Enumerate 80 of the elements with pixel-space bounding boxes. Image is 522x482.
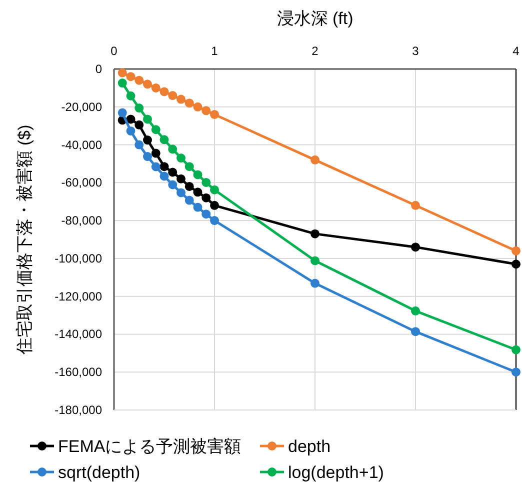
y-tick-label: 0	[95, 62, 102, 76]
point	[310, 155, 320, 164]
y-tick-label: -160,000	[54, 365, 102, 380]
point	[512, 246, 520, 256]
point	[126, 91, 136, 100]
point	[210, 200, 219, 210]
point	[151, 162, 160, 172]
point	[193, 188, 202, 197]
point	[160, 135, 169, 144]
point	[160, 172, 169, 181]
x-axis-title: 浸水深 (ft)	[276, 9, 354, 28]
legend-label: depth	[288, 437, 331, 456]
point	[310, 278, 320, 288]
y-tick-label: -120,000	[54, 289, 102, 304]
x-tick-label: 0	[110, 44, 118, 58]
point	[142, 136, 152, 145]
point	[160, 162, 169, 172]
point	[193, 202, 202, 212]
point	[210, 185, 219, 194]
point	[184, 196, 194, 205]
point	[134, 76, 144, 85]
legend-label: FEMAによる予測被害額	[58, 437, 242, 456]
point	[168, 91, 178, 100]
point	[202, 178, 211, 187]
y-tick-label: -20,000	[61, 100, 102, 114]
point	[184, 182, 194, 191]
point	[512, 345, 520, 354]
legend-label: log(depth+1)	[288, 463, 384, 482]
point	[202, 193, 211, 202]
point	[210, 110, 219, 119]
point	[202, 210, 211, 219]
y-tick-label: -140,000	[54, 327, 102, 342]
x-tick-label: 4	[512, 44, 520, 58]
y-tick-label: -60,000	[61, 176, 102, 190]
point	[193, 170, 202, 180]
point	[151, 83, 160, 92]
point	[168, 144, 178, 154]
point	[176, 94, 186, 104]
point	[134, 120, 144, 130]
point	[310, 229, 320, 238]
point	[151, 148, 160, 158]
point	[118, 108, 127, 118]
y-tick-label: -80,000	[61, 214, 102, 228]
point	[411, 306, 420, 316]
point	[134, 104, 144, 113]
point	[168, 168, 178, 177]
point	[176, 174, 186, 184]
point	[210, 216, 219, 226]
point	[411, 327, 420, 336]
y-tick-label: -40,000	[61, 138, 102, 152]
x-tick-label: 1	[211, 44, 218, 58]
point	[134, 140, 144, 150]
point	[411, 200, 420, 210]
x-tick-label: 3	[412, 44, 420, 58]
x-tick-label: 2	[312, 44, 319, 58]
y-axis-title: 住宅取引価格下落・被害額 ($)	[15, 124, 34, 356]
point	[411, 242, 420, 252]
y-tick-label: -100,000	[54, 251, 102, 266]
point	[118, 78, 127, 88]
point	[512, 368, 520, 377]
point	[512, 260, 520, 269]
point	[142, 114, 152, 124]
point	[126, 72, 136, 82]
point	[202, 106, 211, 116]
point	[118, 68, 127, 78]
point	[126, 114, 136, 124]
point	[193, 102, 202, 112]
y-tick-label: -180,000	[54, 403, 102, 417]
point	[126, 126, 136, 136]
point	[142, 152, 152, 162]
legend-label: sqrt(depth)	[58, 463, 140, 482]
point	[151, 125, 160, 134]
point	[176, 188, 186, 198]
point	[184, 162, 194, 172]
point	[142, 80, 152, 89]
point	[176, 154, 186, 163]
point	[310, 256, 320, 266]
point	[184, 98, 194, 108]
point	[160, 87, 169, 96]
point	[168, 180, 178, 190]
